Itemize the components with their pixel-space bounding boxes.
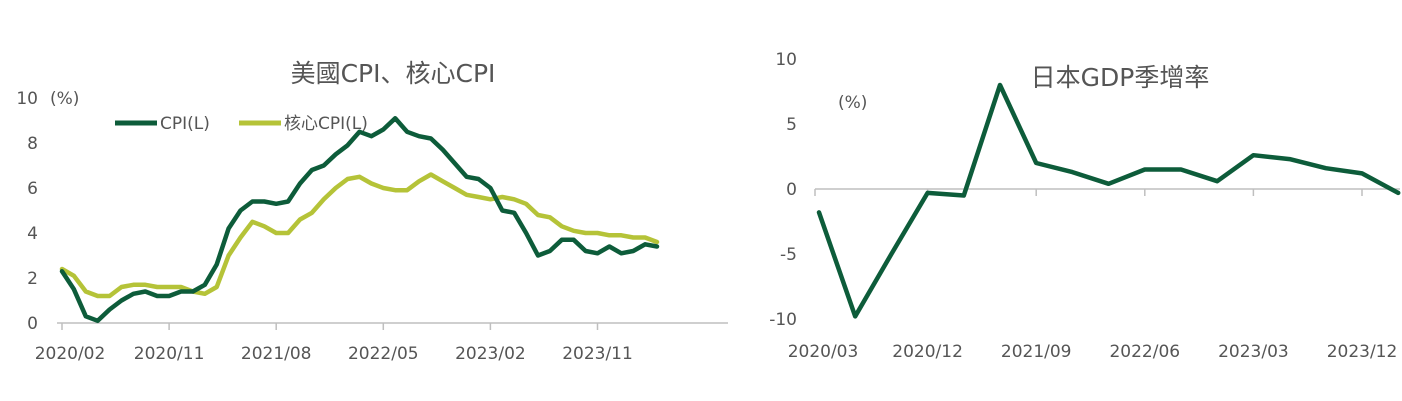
x-tick-label: 2021/08 — [241, 344, 312, 364]
us-cpi-chart-title: 美國CPI、核心CPI — [291, 59, 496, 88]
y-tick-label: -5 — [780, 245, 797, 265]
japan-gdp-x-ticks: 2020/03 2020/12 2021/09 2022/06 2023/03 2023/… — [788, 189, 1398, 362]
y-tick-label: 6 — [27, 179, 38, 199]
x-tick-label: 2023/03 — [1218, 342, 1289, 362]
y-tick-label: 8 — [27, 134, 38, 154]
japan-gdp-chart-title: 日本GDP季增率 — [1031, 63, 1210, 92]
y-tick-label: 0 — [786, 180, 797, 200]
y-tick-label: 4 — [27, 224, 38, 244]
y-tick-label: 0 — [27, 314, 38, 334]
japan-gdp-unit-label: (%) — [838, 93, 867, 113]
y-tick-label: -10 — [769, 310, 797, 330]
japan-gdp-series — [816, 82, 1401, 319]
y-tick-label: 2 — [27, 269, 38, 289]
us-cpi-unit-label: (%) — [50, 89, 79, 109]
x-tick-label: 2023/12 — [1327, 342, 1398, 362]
y-tick-label: 10 — [775, 50, 797, 70]
us-cpi-y-ticks: 0 2 4 6 8 10 — [16, 89, 38, 334]
x-tick-label: 2023/02 — [455, 344, 526, 364]
us-cpi-series — [59, 116, 660, 324]
y-tick-label: 10 — [16, 89, 38, 109]
x-tick-label: 2020/11 — [134, 344, 205, 364]
legend-label-cpi: CPI(L) — [160, 114, 210, 134]
us-cpi-legend: CPI(L) 核心CPI(L) — [115, 114, 368, 134]
x-tick-label: 2022/05 — [348, 344, 419, 364]
series-line-cpi-l- — [59, 116, 660, 324]
x-tick-label: 2022/06 — [1109, 342, 1180, 362]
x-tick-label: 2021/09 — [1001, 342, 1072, 362]
us-cpi-x-ticks: 2020/02 2020/11 2021/08 2022/05 2023/02 2023/… — [35, 323, 633, 364]
y-tick-label: 5 — [786, 115, 797, 135]
x-tick-label: 2023/11 — [562, 344, 633, 364]
series-line-gdp — [816, 82, 1401, 319]
x-tick-label: 2020/02 — [35, 344, 106, 364]
japan-gdp-y-ticks: -10 -5 0 5 10 — [769, 50, 797, 330]
x-tick-label: 2020/12 — [892, 342, 963, 362]
x-tick-label: 2020/03 — [788, 342, 859, 362]
series-line--cpi-l- — [59, 172, 660, 299]
legend-label-core-cpi: 核心CPI(L) — [284, 114, 368, 134]
